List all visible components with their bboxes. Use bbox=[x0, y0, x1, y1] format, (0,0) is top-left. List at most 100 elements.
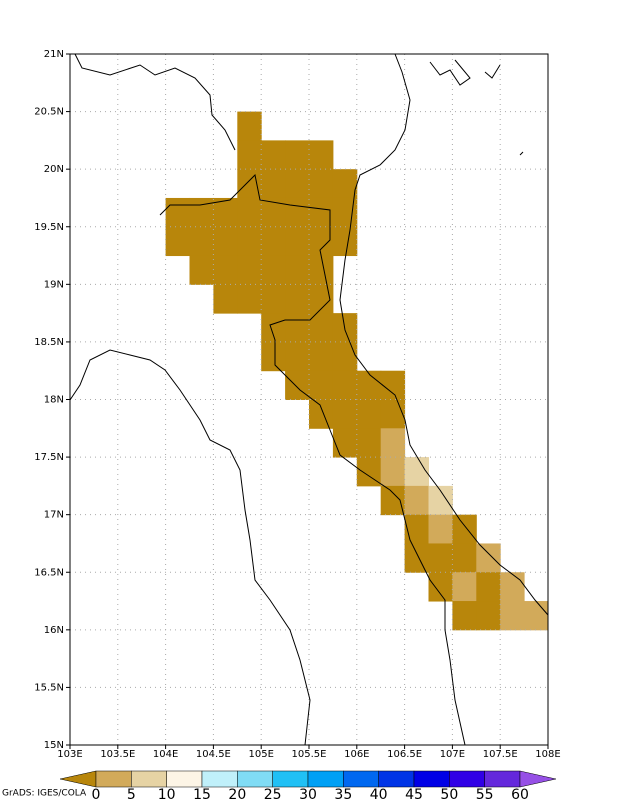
grid-cell bbox=[332, 169, 358, 199]
legend-box bbox=[201, 770, 238, 788]
axes: 103E 103.5E 104E 104.5E 105E 105.5E 106E 106.5E… bbox=[34, 49, 560, 760]
grid-cell bbox=[213, 284, 238, 314]
legend-box bbox=[237, 770, 273, 788]
grid-cell bbox=[452, 601, 477, 631]
x-tick-label: 108E bbox=[535, 749, 560, 760]
legend-label: 5 bbox=[127, 787, 136, 800]
coastline bbox=[74, 53, 236, 151]
grid-cell bbox=[285, 284, 310, 314]
grid-cell bbox=[285, 197, 310, 228]
grid-cell bbox=[309, 169, 334, 199]
grid-cell bbox=[332, 370, 358, 400]
y-tick-label: 17.5N bbox=[34, 452, 64, 463]
grid-cell bbox=[452, 543, 477, 573]
x-tick-label: 106.5E bbox=[387, 749, 422, 760]
grid-cell bbox=[428, 572, 453, 602]
legend-arrow bbox=[59, 770, 97, 788]
legend-label: 60 bbox=[511, 787, 529, 800]
legend-label: 30 bbox=[299, 787, 317, 800]
grid-cell bbox=[356, 370, 382, 400]
grid-cell bbox=[285, 341, 310, 372]
legend-box bbox=[343, 770, 379, 788]
grid-cell bbox=[476, 601, 501, 631]
x-tick-label: 107E bbox=[440, 749, 465, 760]
grid-cell bbox=[309, 226, 334, 257]
y-tick-label: 18.5N bbox=[34, 337, 64, 348]
grid-cell bbox=[165, 226, 190, 257]
grid-cell bbox=[261, 341, 286, 372]
legend-label: 20 bbox=[228, 787, 246, 800]
grid-cell bbox=[380, 428, 406, 458]
x-tick-label: 103.5E bbox=[100, 749, 135, 760]
grid-cell bbox=[524, 601, 549, 631]
legend-box bbox=[272, 770, 309, 788]
grid-cell bbox=[285, 370, 310, 400]
x-tick-label: 105E bbox=[248, 749, 273, 760]
x-tick-label: 104E bbox=[153, 749, 178, 760]
grid-cell bbox=[332, 226, 358, 257]
y-tick-label: 20N bbox=[44, 164, 64, 175]
cells bbox=[165, 111, 549, 631]
grid-cell bbox=[285, 313, 310, 343]
grid-cell bbox=[213, 226, 238, 257]
x-tick-label: 107.5E bbox=[483, 749, 518, 760]
grid-cell bbox=[380, 485, 406, 516]
grid-cell bbox=[309, 140, 334, 170]
legend-box bbox=[307, 770, 344, 788]
y-tick-label: 18N bbox=[44, 395, 64, 406]
y-tick-label: 17N bbox=[44, 510, 64, 521]
legend-arrow bbox=[519, 770, 557, 788]
grid-cell bbox=[237, 169, 262, 199]
grid-cell bbox=[356, 428, 382, 458]
grid-cell bbox=[309, 255, 334, 285]
y-tick-label: 20.5N bbox=[34, 107, 64, 118]
grid-cell bbox=[476, 572, 501, 602]
x-tick-label: 103E bbox=[57, 749, 82, 760]
credit: GrADS: IGES/COLA bbox=[2, 789, 87, 799]
grid-cell bbox=[404, 485, 429, 516]
x-tick-label: 104.5E bbox=[196, 749, 231, 760]
grid-cell bbox=[261, 197, 286, 228]
y-tick-label: 19.5N bbox=[34, 222, 64, 233]
grid-cell bbox=[261, 169, 286, 199]
legend-label: 10 bbox=[158, 787, 176, 800]
grid-cell bbox=[404, 457, 429, 487]
grid-cell bbox=[237, 140, 262, 170]
grid-cell bbox=[309, 197, 334, 228]
grid-cell bbox=[404, 514, 429, 544]
y-tick-label: 15.5N bbox=[34, 682, 64, 693]
y-tick-label: 16N bbox=[44, 625, 64, 636]
grid-cell bbox=[356, 399, 382, 429]
legend-label: 35 bbox=[334, 787, 352, 800]
grid-cell bbox=[500, 572, 525, 602]
grid-cell bbox=[309, 341, 334, 372]
grid-cell bbox=[452, 572, 477, 602]
x-tick-label: 105.5E bbox=[292, 749, 327, 760]
grid-cell bbox=[428, 514, 453, 544]
y-tick-label: 21N bbox=[44, 49, 64, 60]
y-tick-label: 16.5N bbox=[34, 567, 64, 578]
grid-cell bbox=[404, 543, 429, 573]
legend-box bbox=[484, 770, 521, 788]
grid-cell bbox=[261, 226, 286, 257]
legend-box bbox=[166, 770, 203, 788]
grid-cell bbox=[285, 255, 310, 285]
grid-cell bbox=[309, 399, 334, 429]
grid-cell bbox=[189, 226, 214, 257]
legend-label: 45 bbox=[405, 787, 423, 800]
grid-cell bbox=[380, 457, 406, 487]
grid-cell bbox=[332, 341, 358, 372]
grid-cell bbox=[237, 284, 262, 314]
geography bbox=[69, 53, 549, 746]
grid-cell bbox=[261, 255, 286, 285]
border bbox=[69, 349, 311, 746]
grid-cell bbox=[309, 370, 334, 400]
grid-cell bbox=[213, 197, 238, 228]
legend-box bbox=[449, 770, 485, 788]
legend-box bbox=[378, 770, 415, 788]
coastline bbox=[339, 53, 549, 616]
legend-box bbox=[413, 770, 450, 788]
legend-label: 50 bbox=[440, 787, 458, 800]
grid-cell bbox=[261, 284, 286, 314]
